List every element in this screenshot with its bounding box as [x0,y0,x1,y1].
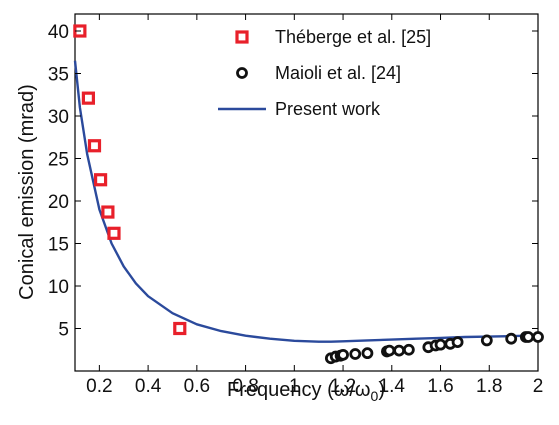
y-tick-label: 20 [48,192,69,213]
legend-marker-maioli [236,67,248,79]
maioli-point [480,334,493,347]
x-axis-label-main: Frequency (ω/ω [227,379,371,401]
maioli-point [349,348,362,360]
x-tick-label: 0.4 [135,376,162,397]
present-work-line [73,60,539,343]
theberge-point [107,226,121,240]
x-tick-label: 1.2 [330,376,356,397]
x-tick-label: 0.8 [232,376,258,397]
maioli-point [532,331,544,343]
y-tick-label: 40 [48,22,69,43]
x-tick-label: 1.8 [476,376,502,397]
y-tick-label: 25 [48,150,69,171]
maioli-point [393,344,406,357]
x-tick-label: 1 [289,376,300,397]
maioli-point [383,344,396,357]
x-tick-label: 1.4 [379,376,406,397]
maioli-point [451,336,464,349]
x-tick-label: 0.6 [184,376,210,397]
theberge-point [101,205,115,219]
theberge-point [87,139,102,153]
x-tick-label: 2 [533,376,544,397]
maioli-point [337,348,349,361]
legend-marker-theberge [235,30,249,44]
y-tick-label: 5 [58,320,69,341]
maioli-point [505,332,518,345]
theberge-point [81,91,96,105]
tick-labels: 0.2 0.4 0.6 0.8 1 1.2 1.4 1.6 1.8 251015202530354… [48,22,543,397]
maioli-point [361,347,374,360]
theberge-point [93,173,108,187]
y-tick-label: 10 [48,277,69,298]
y-tick-label: 35 [48,65,69,86]
y-axis-label: Conical emission (mrad) [16,84,38,300]
legend-label: Théberge et al. [25] [275,27,431,47]
ticks [75,14,539,371]
plot-area [74,13,539,372]
maioli-point [402,343,415,356]
legend-label: Present work [275,99,381,119]
curves [73,60,539,343]
x-axis-label-end: ) [378,379,385,401]
maioli-point [434,338,447,351]
x-axis-label-subscript: 0 [371,388,379,404]
x-axis-label: Frequency (ω/ω0) [227,379,385,404]
y-tick-label: 30 [48,107,69,128]
legend-label: Maioli et al. [24] [275,63,401,83]
y-tick-label: 15 [48,235,69,256]
legend: Théberge et al. [25] Maioli et al. [24] Pr… [218,27,431,119]
x-tick-label: 1.6 [427,376,453,397]
maioli-point [522,331,535,343]
theberge-point [173,321,187,336]
x-tick-label: 0.2 [86,376,112,397]
